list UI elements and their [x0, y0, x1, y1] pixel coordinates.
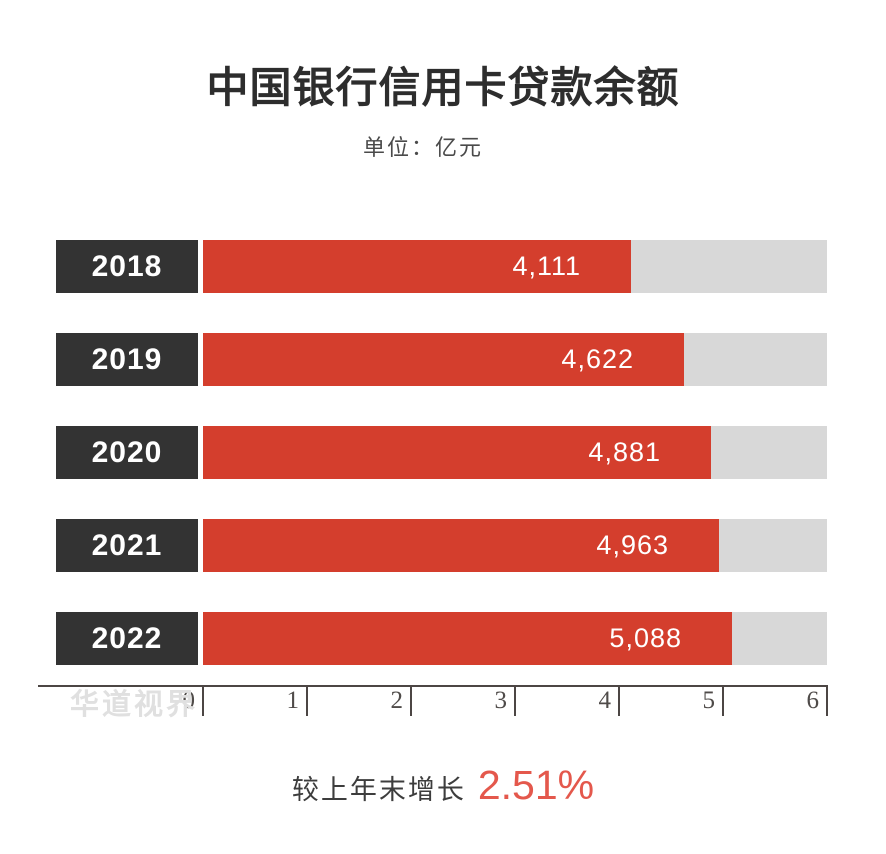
x-axis-tick-label: 1	[286, 687, 300, 714]
x-axis-tick-label: 3	[494, 687, 508, 714]
year-label-box: 2019	[56, 333, 198, 386]
chart-row: 2022 5,088	[0, 612, 886, 665]
chart-row: 2020 4,881	[0, 426, 886, 479]
x-axis-tick-label: 2	[390, 687, 404, 714]
x-axis-line	[38, 685, 828, 687]
watermark: 华道视界	[70, 689, 199, 721]
x-axis-tick	[514, 685, 516, 716]
x-axis-tick	[722, 685, 724, 716]
bar-fill: 5,088	[203, 612, 732, 665]
x-axis-tick-label: 5	[702, 687, 716, 714]
x-axis-tick-label: 6	[806, 687, 820, 714]
year-label-box: 2022	[56, 612, 198, 665]
year-label-box: 2021	[56, 519, 198, 572]
bar-fill: 4,111	[203, 240, 631, 293]
bar-value-label: 4,963	[596, 530, 669, 560]
year-label-box: 2020	[56, 426, 198, 479]
bar-value-label: 4,111	[512, 251, 581, 281]
growth-caption: 较上年末增长 2.51%	[0, 762, 886, 809]
x-axis-tick-label: 0	[182, 687, 196, 714]
bar-value-label: 4,881	[588, 437, 661, 467]
x-axis-tick	[202, 685, 204, 716]
bar-fill: 4,963	[203, 519, 719, 572]
chart-title: 中国银行信用卡贷款余额	[206, 64, 680, 111]
chart-rows: 2018 4,111 2019 4,622 2020 4,881 2021 4,…	[0, 240, 886, 705]
year-label: 2020	[91, 435, 163, 469]
bar-fill: 4,881	[203, 426, 711, 479]
x-axis-tick-label: 4	[598, 687, 612, 714]
bar-fill: 4,622	[203, 333, 684, 386]
x-axis-tick	[618, 685, 620, 716]
growth-caption-value: 2.51%	[477, 762, 595, 808]
x-axis-tick	[306, 685, 308, 716]
growth-caption-label: 较上年末增长	[291, 775, 466, 805]
chart-row: 2021 4,963	[0, 519, 886, 572]
chart-row: 2018 4,111	[0, 240, 886, 293]
year-label: 2019	[91, 342, 163, 376]
chart-row: 2019 4,622	[0, 333, 886, 386]
year-label: 2022	[91, 621, 163, 655]
bar-value-label: 5,088	[609, 623, 682, 653]
x-axis-tick	[410, 685, 412, 716]
unit-label: 单位：亿元	[362, 135, 483, 160]
year-label-box: 2018	[56, 240, 198, 293]
bar-value-label: 4,622	[561, 344, 634, 374]
year-label: 2021	[91, 528, 163, 562]
year-label: 2018	[91, 249, 163, 283]
x-axis-tick	[826, 685, 828, 716]
